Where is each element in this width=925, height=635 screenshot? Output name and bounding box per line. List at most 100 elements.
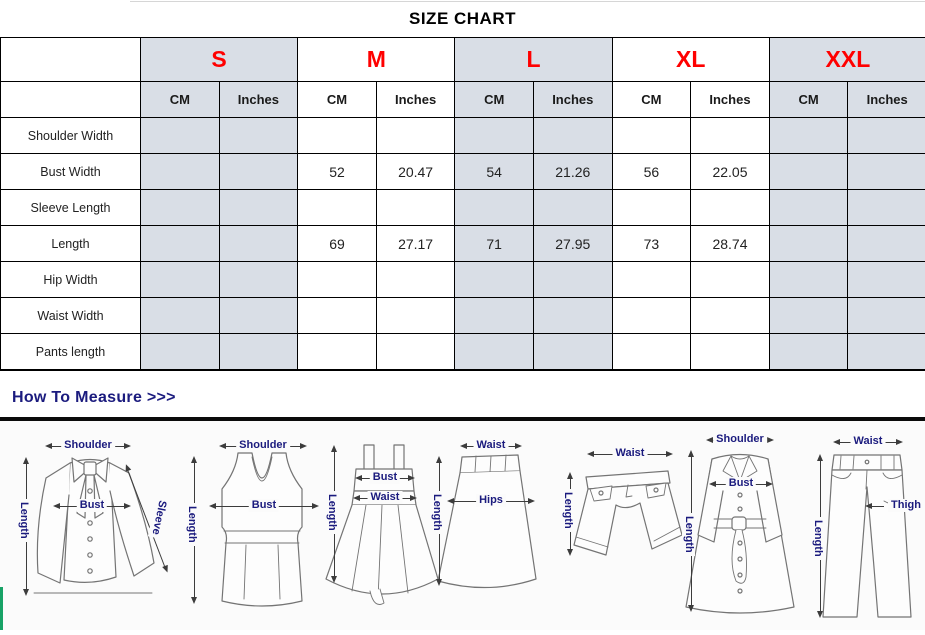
measurement-cell [847, 225, 925, 262]
hips-label: Hips [476, 494, 506, 507]
bust-label: Bust [725, 477, 757, 490]
measurement-cell [297, 297, 377, 334]
measurement-cell: 56 [611, 153, 692, 190]
measurement-cell: 27.17 [375, 225, 456, 262]
measurement-cell [375, 261, 456, 298]
measurement-cell [454, 261, 534, 298]
unit-header-cm: CM [768, 81, 849, 118]
size-header-m: M [297, 37, 456, 82]
blouse-drawing [33, 457, 155, 594]
measurement-cell: 54 [454, 153, 534, 190]
measure-diagrams-section: Shoulder Bust Length Sleeve Shoulder Bus… [0, 421, 925, 630]
measurement-cell [611, 117, 692, 154]
measurement-cell [140, 153, 220, 190]
measurement-cell [218, 261, 299, 298]
measurement-cell [454, 189, 534, 226]
measurement-cell [768, 261, 849, 298]
bust-label: Bust [248, 499, 280, 512]
row-label: Sleeve Length [0, 189, 141, 226]
shorts-diagram: Waist Length [546, 433, 684, 625]
skirt-diagram: Waist Hips Length [430, 433, 556, 625]
bust-label: Bust [369, 471, 401, 484]
waist-label: Waist [850, 435, 886, 448]
measurement-cell [218, 225, 299, 262]
measurement-cell [611, 261, 692, 298]
waist-label: Waist [612, 447, 648, 460]
measurement-cell: 71 [454, 225, 534, 262]
measurement-cell [611, 333, 692, 371]
thigh-label: Thigh [888, 499, 924, 512]
measure-section-title: How To Measure >>> [12, 389, 176, 406]
measurement-cell [375, 117, 456, 154]
measurement-cell [375, 297, 456, 334]
shoulder-label: Shoulder [61, 439, 115, 452]
measurement-cell [847, 153, 925, 190]
measurement-cell: 27.95 [532, 225, 613, 262]
measurement-cell [847, 189, 925, 226]
measurement-cell [140, 117, 220, 154]
size-header-l: L [454, 37, 613, 82]
size-header-xxl: XXL [768, 37, 925, 82]
length-label: Length [682, 513, 695, 556]
measurement-cell: 69 [297, 225, 377, 262]
shorts-drawing [573, 470, 683, 556]
coat-diagram: Shoulder Bust Length [676, 429, 804, 627]
table-row: Sleeve Length [0, 189, 925, 226]
waist-label: Waist [473, 439, 509, 452]
page-title: SIZE CHART [409, 8, 516, 28]
size-header-xl: XL [611, 37, 770, 82]
measurement-cell [375, 189, 456, 226]
table-row: Hip Width [0, 261, 925, 298]
length-label: Length [430, 491, 443, 534]
measurement-cell [140, 225, 220, 262]
measurement-cell [140, 189, 220, 226]
measurement-cell [532, 261, 613, 298]
tank-top-diagram: Shoulder Bust Length [176, 433, 348, 625]
row-label: Waist Width [0, 297, 141, 334]
measurement-cell: 73 [611, 225, 692, 262]
table-row: Length 69 27.17 71 27.95 73 28.74 [0, 225, 925, 262]
measurement-cell [768, 189, 849, 226]
unit-header-inches: Inches [532, 81, 613, 118]
measurement-cell [218, 189, 299, 226]
measurement-cell [690, 333, 770, 371]
unit-header-row: CM Inches CM Inches CM Inches CM Inches … [0, 81, 925, 118]
length-label: Length [561, 489, 574, 532]
measurement-cell [768, 117, 849, 154]
pants-diagram: Waist Thigh Length [796, 429, 925, 627]
measurement-cell [140, 333, 220, 371]
measurement-cell [611, 297, 692, 334]
measurement-cell [218, 333, 299, 371]
measurement-cell [847, 261, 925, 298]
shoulder-label: Shoulder [236, 439, 290, 452]
measurement-cell [454, 117, 534, 154]
measurement-cell [218, 117, 299, 154]
size-table: S M L XL XXL CM Inches CM Inches CM Inch… [0, 37, 925, 371]
bust-label: Bust [76, 499, 108, 512]
measure-section-header: How To Measure >>> [0, 371, 925, 417]
measurement-cell [532, 117, 613, 154]
measurement-cell: 28.74 [690, 225, 770, 262]
row-label: Hip Width [0, 261, 141, 298]
table-top-edge [130, 1, 925, 2]
measurement-cell [297, 333, 377, 371]
tank-top-drawing [221, 452, 303, 607]
measurement-cell [454, 297, 534, 334]
unit-header-inches: Inches [847, 81, 925, 118]
page-title-row: SIZE CHART [0, 0, 925, 37]
coat-drawing [685, 453, 795, 614]
corner-cell [0, 37, 141, 82]
section-divider [0, 417, 925, 421]
length-label: Length [811, 517, 824, 560]
measurement-cell [768, 333, 849, 371]
size-header-s: S [139, 37, 299, 82]
measurement-cell [611, 189, 692, 226]
length-label: Length [325, 491, 338, 534]
skirt-drawing [437, 454, 537, 589]
measurement-cell: 21.26 [532, 153, 613, 190]
unit-header-inches: Inches [375, 81, 456, 118]
green-edge-strip [0, 587, 3, 630]
measurement-cell [297, 189, 377, 226]
thigh-arrow [865, 503, 884, 509]
